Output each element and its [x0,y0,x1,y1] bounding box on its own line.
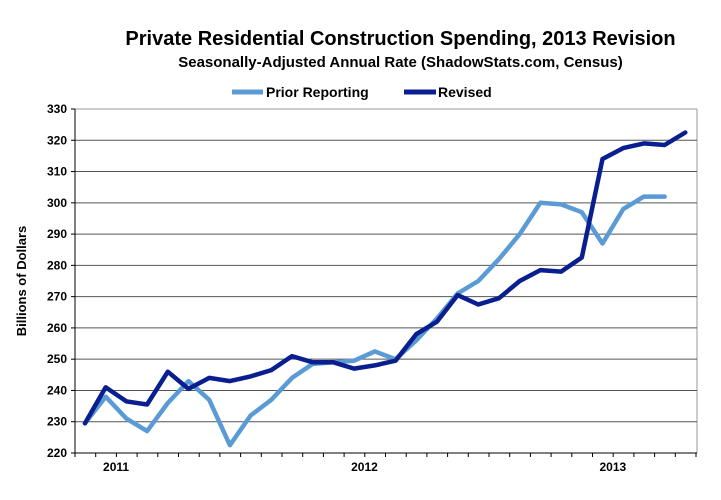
gridlines [75,108,698,453]
y-tick-label: 250 [47,352,67,366]
y-tick-label: 240 [47,383,67,397]
x-tick-label: 2012 [351,460,378,474]
y-tick-label: 310 [47,165,67,179]
legend: Prior Reporting Revised [232,84,492,100]
legend-label-prior: Prior Reporting [266,84,369,100]
series-lines [82,130,688,448]
y-tick-label: 320 [47,133,67,147]
y-axis-label: Billions of Dollars [14,226,29,337]
chart-subtitle: Seasonally-Adjusted Annual Rate (ShadowS… [178,54,623,71]
y-tick-label: 270 [47,290,67,304]
y-tick-label: 260 [47,321,67,335]
legend-label-revised: Revised [438,84,492,100]
x-tick-label: 2011 [103,460,129,474]
x-axis-ticks: 2011 2012 2013 [74,452,697,474]
y-axis-ticks: 220 230 240 250 260 270 280 290 300 310 320 330 [47,102,76,460]
y-tick-label: 280 [47,258,67,272]
y-tick-label: 230 [47,415,67,429]
y-tick-label: 300 [47,196,67,210]
series-line-revised [82,130,688,426]
x-tick-label: 2013 [599,460,626,474]
chart-title: Private Residential Construction Spendin… [125,28,676,50]
y-tick-label: 220 [47,446,67,460]
y-tick-label: 290 [47,227,67,241]
y-tick-label: 330 [47,102,67,116]
